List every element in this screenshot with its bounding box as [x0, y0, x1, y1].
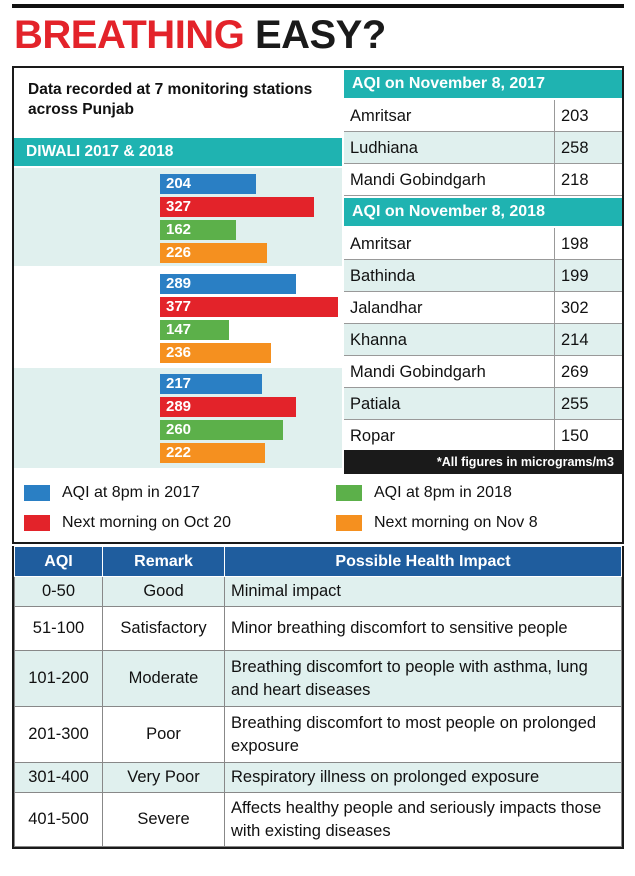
aqi-city: Amritsar [350, 107, 412, 125]
impact-remark: Satisfactory [102, 606, 225, 651]
legend-swatch-green [336, 485, 362, 501]
headline: BREATHING EASY? [14, 12, 386, 58]
top-rule [12, 4, 624, 8]
legend-label: Next morning on Nov 8 [374, 514, 538, 531]
impact-row: 51-100 Satisfactory Minor breathing discom… [14, 606, 622, 651]
chart-legend: AQI at 8pm in 2017 Next morning on Oct 2… [24, 482, 614, 542]
legend-swatch-red [24, 515, 50, 531]
aqi-city: Mandi Gobindgarh [350, 171, 486, 189]
bar: 217 [160, 374, 262, 394]
aqi-row: Khanna 214 [344, 324, 622, 356]
units-footnote: *All figures in micrograms/m3 [344, 450, 622, 474]
aqi-value: 255 [554, 388, 622, 420]
bar: 226 [160, 243, 267, 263]
aqi-row: Jalandhar 302 [344, 292, 622, 324]
aqi-row: Patiala 255 [344, 388, 622, 420]
aqi-row: Ropar 150 [344, 420, 622, 452]
aqi-value: 258 [554, 132, 622, 164]
impact-aqi-range: 101-200 [14, 650, 103, 707]
impact-description: Respiratory illness on prolonged exposur… [224, 762, 622, 793]
impact-remark: Poor [102, 706, 225, 763]
aqi-city: Bathinda [350, 267, 416, 285]
header-remark: Remark [102, 546, 225, 577]
bar: 236 [160, 343, 271, 363]
aqi-value: 198 [554, 228, 622, 260]
bar: 147 [160, 320, 229, 340]
aqi-city: Khanna [350, 331, 407, 349]
aqi-value: 218 [554, 164, 622, 196]
diwali-heading: DIWALI 2017 & 2018 [14, 138, 342, 166]
headline-part-2: EASY? [254, 13, 386, 57]
intro-text: Data recorded at 7 monitoring stations a… [28, 81, 313, 118]
impact-description: Breathing discomfort to people with asth… [224, 650, 622, 707]
bar: 204 [160, 174, 256, 194]
aqi-value: 203 [554, 100, 622, 132]
aqi-row: Mandi Gobindgarh 218 [344, 164, 622, 196]
impact-aqi-range: 401-500 [14, 792, 103, 847]
bar: 260 [160, 420, 283, 440]
chart-panel: Data recorded at 7 monitoring stations a… [12, 66, 624, 544]
header-impact: Possible Health Impact [224, 546, 622, 577]
impact-remark: Very Poor [102, 762, 225, 793]
bar: 327 [160, 197, 314, 217]
impact-row: 0-50 Good Minimal impact [14, 576, 622, 607]
bar: 377 [160, 297, 338, 317]
bar: 289 [160, 274, 296, 294]
impact-description: Breathing discomfort to most people on p… [224, 706, 622, 763]
aqi-value: 269 [554, 356, 622, 388]
legend-swatch-orange [336, 515, 362, 531]
impact-description: Affects healthy people and seriously imp… [224, 792, 622, 847]
impact-remark: Good [102, 576, 225, 607]
impact-remark: Moderate [102, 650, 225, 707]
aqi-value: 199 [554, 260, 622, 292]
health-impact-table: AQI Remark Possible Health Impact 0-50 Go… [12, 546, 624, 849]
impact-description: Minor breathing discomfort to sensitive … [224, 606, 622, 651]
aqi-value: 214 [554, 324, 622, 356]
aqi-row: Bathinda 199 [344, 260, 622, 292]
impact-aqi-range: 201-300 [14, 706, 103, 763]
header-aqi: AQI [14, 546, 103, 577]
aqi-2017-heading: AQI on November 8, 2017 [344, 70, 622, 98]
impact-header-row: AQI Remark Possible Health Impact [14, 546, 622, 577]
impact-row: 401-500 Severe Affects healthy people and … [14, 792, 622, 847]
aqi-city: Jalandhar [350, 299, 423, 317]
legend-swatch-blue [24, 485, 50, 501]
aqi-city: Amritsar [350, 235, 412, 253]
aqi-row: Mandi Gobindgarh 269 [344, 356, 622, 388]
impact-body: 0-50 Good Minimal impact 51-100 Satisfactory… [14, 576, 622, 847]
impact-row: 301-400 Very Poor Respiratory illness on p… [14, 762, 622, 793]
impact-description: Minimal impact [224, 576, 622, 607]
aqi-row: Amritsar 198 [344, 228, 622, 260]
impact-aqi-range: 301-400 [14, 762, 103, 793]
legend-label: AQI at 8pm in 2018 [374, 484, 512, 501]
impact-row: 101-200 Moderate Breathing discomfort to p… [14, 650, 622, 707]
bar: 289 [160, 397, 296, 417]
aqi-city: Patiala [350, 395, 401, 413]
aqi-city: Ropar [350, 427, 395, 445]
aqi-city: Ludhiana [350, 139, 418, 157]
impact-aqi-range: 51-100 [14, 606, 103, 651]
bar: 162 [160, 220, 236, 240]
legend-label: AQI at 8pm in 2017 [62, 484, 200, 501]
headline-part-1: BREATHING [14, 13, 245, 57]
aqi-city: Mandi Gobindgarh [350, 363, 486, 381]
aqi-value: 150 [554, 420, 622, 452]
aqi-value: 302 [554, 292, 622, 324]
aqi-row: Ludhiana 258 [344, 132, 622, 164]
impact-aqi-range: 0-50 [14, 576, 103, 607]
impact-row: 201-300 Poor Breathing discomfort to most … [14, 706, 622, 763]
bar: 222 [160, 443, 265, 463]
aqi-row: Amritsar 203 [344, 100, 622, 132]
legend-label: Next morning on Oct 20 [62, 514, 231, 531]
impact-remark: Severe [102, 792, 225, 847]
aqi-2018-heading: AQI on November 8, 2018 [344, 198, 622, 226]
